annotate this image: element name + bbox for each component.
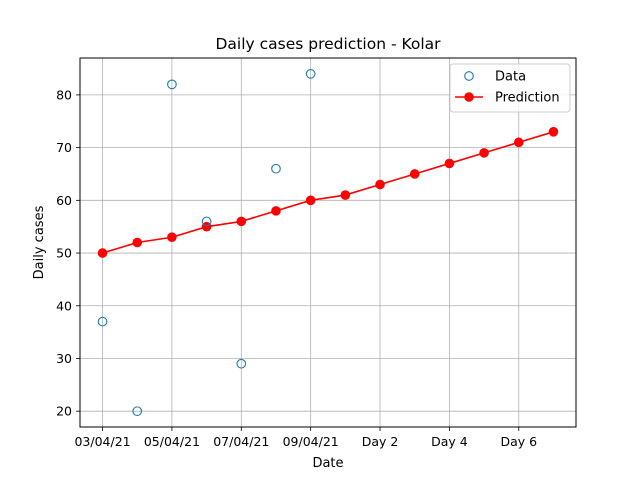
x-tick-label: Day 4: [431, 434, 468, 449]
prediction-point: [271, 206, 281, 216]
data-point: [201, 216, 212, 227]
x-tick-label: 09/04/21: [283, 434, 339, 449]
legend-prediction-label: Prediction: [495, 91, 560, 106]
chart-title: Daily cases prediction - Kolar: [215, 35, 441, 53]
grid: [80, 58, 576, 427]
prediction-point: [548, 127, 559, 137]
x-tick-label: 07/04/21: [213, 434, 269, 449]
y-tick-label: 40: [56, 298, 72, 313]
legend-data-label: Data: [495, 70, 526, 85]
y-tick-label: 80: [56, 87, 72, 102]
data-point: [271, 163, 281, 174]
prediction-point: [513, 137, 524, 148]
series-layer: [97, 68, 559, 417]
prediction-point: [167, 232, 177, 243]
data-point: [167, 79, 177, 90]
legend-data-marker: [464, 71, 474, 81]
y-tick-label: 70: [56, 140, 72, 155]
prediction-line: [102, 131, 554, 254]
x-axis-label: Date: [312, 456, 343, 471]
prediction-point: [236, 216, 247, 227]
prediction-point: [375, 179, 385, 190]
y-axis-label: Daily cases: [32, 205, 47, 279]
prediction-point: [409, 169, 420, 179]
prediction-point: [97, 248, 108, 258]
prediction-point: [132, 237, 143, 248]
legend-box: [449, 63, 571, 113]
x-tick-label: Day 6: [500, 434, 537, 449]
prediction-point: [340, 190, 351, 200]
y-tick-label: 30: [56, 351, 72, 366]
prediction-point: [305, 195, 316, 206]
x-tick-label: 03/04/21: [74, 434, 130, 449]
data-point: [132, 406, 143, 417]
y-tick-label: 60: [56, 193, 72, 208]
prediction-point: [479, 148, 489, 158]
data-point: [236, 358, 247, 369]
plot-frame: [79, 57, 577, 428]
prediction-point: [201, 221, 212, 232]
ticks: 03/04/21 05/04/21 07/04/21 09/04/21 Day 2 Day…: [56, 87, 537, 449]
x-tick-label: 05/04/21: [144, 434, 200, 449]
x-tick-label: Day 2: [362, 434, 399, 449]
y-tick-label: 50: [56, 246, 72, 261]
data-point: [305, 68, 316, 79]
data-point: [97, 316, 108, 327]
legend-prediction-marker: [464, 92, 474, 102]
prediction-point: [444, 158, 455, 169]
y-tick-label: 20: [56, 404, 72, 419]
legend: Data Prediction: [449, 63, 571, 113]
